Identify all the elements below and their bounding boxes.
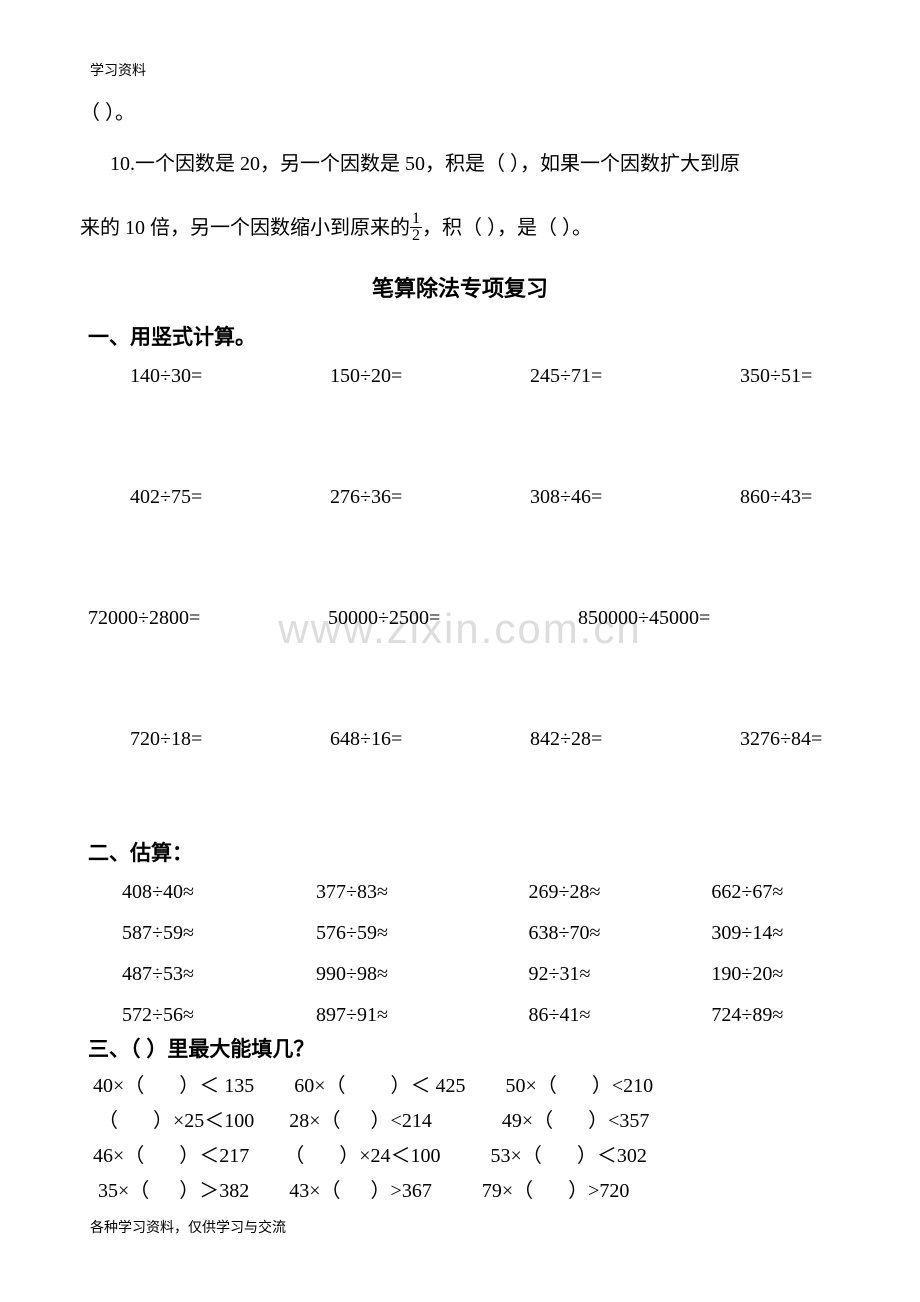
- est-cell: 662÷67≈: [711, 881, 850, 904]
- calc-cell: 50000÷2500=: [328, 607, 578, 630]
- calc-cell: 245÷71=: [530, 365, 740, 388]
- est-cell: 638÷70≈: [529, 922, 712, 945]
- section-title-division: 笔算除法专项复习: [70, 271, 850, 303]
- calc-cell: 150÷20=: [330, 365, 530, 388]
- calc-cell: 140÷30=: [130, 365, 330, 388]
- est-cell: 724÷89≈: [711, 1004, 850, 1027]
- calc-cell: 648÷16=: [330, 728, 530, 751]
- q10-text-b: ，积（ ），是（ ）。: [422, 217, 592, 239]
- fill-row-4: 35×（ ）＞382 43×（ ）>367 79×（ ）>720: [88, 1174, 850, 1203]
- calc-cell: 860÷43=: [740, 486, 900, 509]
- est-cell: 576÷59≈: [316, 922, 528, 945]
- est-row-1: 408÷40≈ 377÷83≈ 269÷28≈ 662÷67≈: [122, 881, 850, 904]
- subsection-2-title: 二、估算：: [88, 837, 850, 867]
- calc-cell: 842÷28=: [530, 728, 740, 751]
- est-cell: 92÷31≈: [529, 963, 712, 986]
- calc-cell: 3276÷84=: [740, 728, 900, 751]
- page-footer: 各种学习资料，仅供学习与交流: [90, 1217, 850, 1237]
- est-cell: 408÷40≈: [122, 881, 316, 904]
- fraction-denominator: 2: [410, 228, 422, 244]
- est-cell: 377÷83≈: [316, 881, 528, 904]
- calc-cell: 308÷46=: [530, 486, 740, 509]
- est-cell: 309÷14≈: [711, 922, 850, 945]
- subsection-3-title: 三、（ ）里最大能填几？: [88, 1033, 850, 1063]
- page-content: 学习资料 （ ）。 10.一个因数是 20，另一个因数是 50，积是（ ），如果…: [0, 0, 920, 1267]
- est-cell: 897÷91≈: [316, 1004, 528, 1027]
- fraction-numerator: 1: [410, 211, 422, 228]
- est-cell: 269÷28≈: [529, 881, 712, 904]
- calc-row-1: 140÷30= 150÷20= 245÷71= 350÷51=: [130, 365, 850, 388]
- page-header: 学习资料: [90, 60, 850, 80]
- calc-cell: 276÷36=: [330, 486, 530, 509]
- est-cell: 190÷20≈: [711, 963, 850, 986]
- fill-row-3: 46×（ ）＜217 （ ）×24＜100 53×（ ）＜302: [88, 1139, 850, 1168]
- question-10-line2: 来的 10 倍，另一个因数缩小到原来的12，积（ ），是（ ）。: [80, 207, 850, 249]
- est-cell: 86÷41≈: [529, 1004, 712, 1027]
- calc-row-2: 402÷75= 276÷36= 308÷46= 860÷43=: [130, 486, 850, 509]
- est-cell: 572÷56≈: [122, 1004, 316, 1027]
- est-cell: 487÷53≈: [122, 963, 316, 986]
- calc-cell: 350÷51=: [740, 365, 900, 388]
- est-row-3: 487÷53≈ 990÷98≈ 92÷31≈ 190÷20≈: [122, 963, 850, 986]
- blank-paren-line: （ ）。: [80, 96, 850, 125]
- fill-row-1: 40×（ ）＜ 135 60×（ ）＜ 425 50×（ ）<210: [88, 1069, 850, 1098]
- question-10-line1: 10.一个因数是 20，另一个因数是 50，积是（ ），如果一个因数扩大到原: [110, 143, 850, 185]
- q10-text-a: 来的 10 倍，另一个因数缩小到原来的: [80, 217, 410, 239]
- calc-row-3: 72000÷2800= 50000÷2500= 850000÷45000=: [88, 607, 850, 630]
- subsection-1-title: 一、用竖式计算。: [88, 321, 850, 351]
- est-row-4: 572÷56≈ 897÷91≈ 86÷41≈ 724÷89≈: [122, 1004, 850, 1027]
- est-cell: 990÷98≈: [316, 963, 528, 986]
- fill-row-2: （ ）×25＜100 28×（ ）<214 49×（ ）<357: [88, 1104, 850, 1133]
- calc-row-4: 720÷18= 648÷16= 842÷28= 3276÷84=: [130, 728, 850, 751]
- est-row-2: 587÷59≈ 576÷59≈ 638÷70≈ 309÷14≈: [122, 922, 850, 945]
- est-cell: 587÷59≈: [122, 922, 316, 945]
- calc-cell: 72000÷2800=: [88, 607, 328, 630]
- calc-cell: 402÷75=: [130, 486, 330, 509]
- calc-cell: 720÷18=: [130, 728, 330, 751]
- calc-cell: 850000÷45000=: [578, 607, 838, 630]
- fraction-half: 12: [410, 211, 422, 244]
